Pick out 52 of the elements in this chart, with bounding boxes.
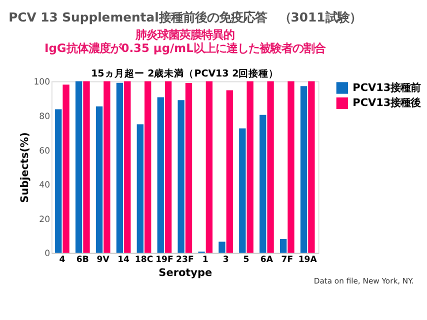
bar xyxy=(164,81,172,253)
bar xyxy=(178,100,184,253)
legend-label: PCV13接種前 xyxy=(352,82,421,94)
legend-label: PCV13接種後 xyxy=(352,97,422,110)
x-tick-label: 6B xyxy=(76,254,89,265)
bar xyxy=(75,81,82,253)
x-tick-label: 19A xyxy=(298,254,318,265)
bar xyxy=(96,106,103,253)
y-tick-label: 20 xyxy=(39,214,50,225)
bar xyxy=(206,81,213,253)
bar xyxy=(267,81,274,253)
bar xyxy=(288,81,294,253)
bar xyxy=(55,109,62,253)
x-tick-label: 19F xyxy=(156,254,174,265)
bar xyxy=(280,238,287,253)
bar xyxy=(185,83,192,253)
bar xyxy=(83,81,90,253)
bar xyxy=(124,81,131,253)
text: Data on file, New York, NY. xyxy=(314,276,414,286)
bar xyxy=(116,82,124,253)
x-tick-label: 9V xyxy=(96,254,110,265)
bar xyxy=(300,86,308,253)
x-tick-label: 5 xyxy=(243,254,250,265)
chart-subtitle: 肺炎球菌莢膜特異的 IgG抗体濃度が0.35 μg/mL以上に達した被験者の割合 xyxy=(44,27,326,55)
y-tick-label: 40 xyxy=(39,180,50,191)
bar xyxy=(157,97,164,253)
bar xyxy=(246,81,254,253)
x-tick-label: 18C xyxy=(134,254,154,265)
y-tick-label: 0 xyxy=(44,249,50,260)
bar xyxy=(239,128,246,253)
x-tick-label: 3 xyxy=(222,254,229,265)
bar xyxy=(308,81,315,253)
bar xyxy=(226,90,233,253)
text: 15ヵ月超ー 2歳未満（PCV13 2回接種） xyxy=(91,68,279,80)
bar xyxy=(260,114,266,253)
bar xyxy=(136,124,144,253)
y-axis-title: Subjects(%) xyxy=(18,132,31,203)
x-axis-title: Serotype xyxy=(158,267,212,280)
x-tick-label: 1 xyxy=(202,254,208,265)
bar xyxy=(144,81,152,253)
y-tick-label: 80 xyxy=(39,112,50,122)
bar xyxy=(62,84,70,253)
y-tick-label: 100 xyxy=(34,78,50,88)
bar xyxy=(104,81,110,253)
x-tick-label: 7F xyxy=(281,254,294,265)
y-tick-label: 60 xyxy=(39,146,50,156)
bar xyxy=(218,242,226,253)
x-tick-label: 4 xyxy=(59,254,66,265)
x-tick-label: 14 xyxy=(118,254,130,265)
chart-title: PCV 13 Supplemental接種前後の免疫応答 （3011試験） xyxy=(8,9,362,24)
x-tick-label: 23F xyxy=(176,254,194,265)
x-tick-label: 6A xyxy=(260,254,274,265)
